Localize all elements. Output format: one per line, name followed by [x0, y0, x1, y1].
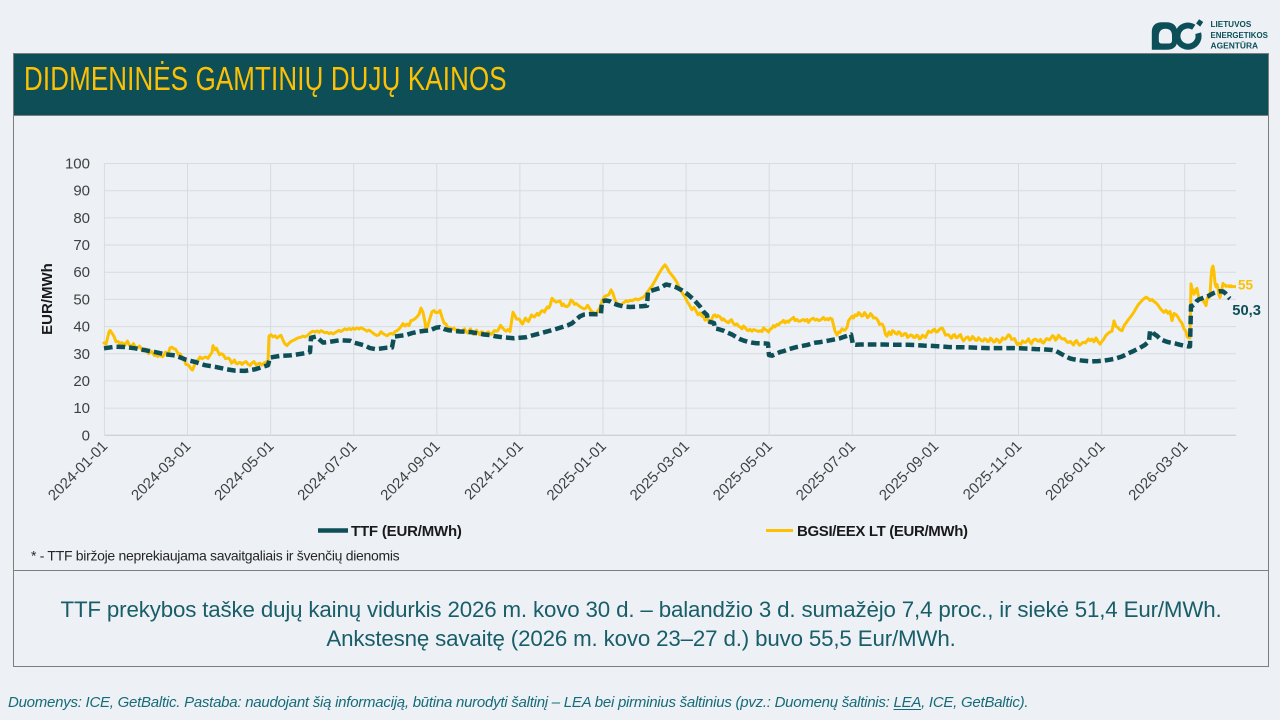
svg-text:50,3: 50,3 [1232, 303, 1261, 319]
svg-text:2024-07-01: 2024-07-01 [294, 438, 360, 504]
svg-text:2024-03-01: 2024-03-01 [128, 438, 194, 504]
svg-text:2025-07-01: 2025-07-01 [793, 438, 859, 504]
svg-text:TTF (EUR/MWh): TTF (EUR/MWh) [351, 523, 462, 540]
svg-text:55: 55 [1238, 278, 1254, 293]
svg-text:BGSI/EEX LT (EUR/MWh): BGSI/EEX LT (EUR/MWh) [797, 523, 968, 540]
svg-text:2024-11-01: 2024-11-01 [461, 438, 526, 503]
svg-text:100: 100 [65, 156, 90, 173]
svg-text:2024-05-01: 2024-05-01 [211, 438, 277, 504]
svg-text:2025-11-01: 2025-11-01 [960, 438, 1025, 503]
svg-text:40: 40 [73, 319, 90, 336]
svg-text:10: 10 [73, 400, 90, 417]
svg-text:60: 60 [73, 264, 90, 281]
svg-text:30: 30 [73, 346, 90, 363]
svg-text:90: 90 [73, 183, 90, 200]
svg-text:2024-01-01: 2024-01-01 [45, 438, 111, 504]
svg-text:AGENTŪRA: AGENTŪRA [1211, 41, 1259, 51]
svg-text:2026-01-01: 2026-01-01 [1042, 438, 1108, 504]
svg-text:2025-09-01: 2025-09-01 [876, 438, 942, 504]
svg-text:LIETUVOS: LIETUVOS [1211, 19, 1252, 29]
svg-text:20: 20 [73, 373, 90, 390]
svg-text:0: 0 [82, 427, 90, 444]
svg-text:2025-03-01: 2025-03-01 [627, 438, 693, 504]
svg-text:EUR/MWh: EUR/MWh [39, 263, 56, 335]
svg-text:70: 70 [73, 237, 90, 254]
svg-text:* - TTF biržoje neprekiaujama: * - TTF biržoje neprekiaujama savaitgali… [31, 548, 400, 564]
svg-text:2026-03-01: 2026-03-01 [1125, 438, 1191, 504]
svg-text:80: 80 [73, 210, 90, 227]
svg-text:2025-01-01: 2025-01-01 [544, 438, 610, 504]
svg-text:2025-05-01: 2025-05-01 [710, 438, 776, 504]
svg-text:ENERGETIKOS: ENERGETIKOS [1211, 30, 1269, 40]
svg-text:50: 50 [73, 291, 90, 308]
svg-text:2024-09-01: 2024-09-01 [377, 438, 443, 504]
